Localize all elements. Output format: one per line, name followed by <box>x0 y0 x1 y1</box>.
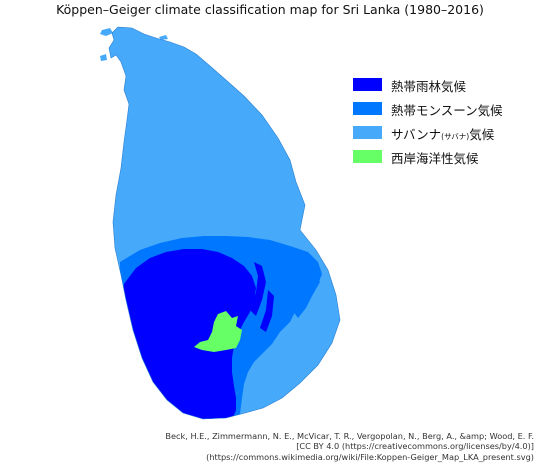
legend-label: 西岸海洋性気候 <box>391 151 479 166</box>
attribution-line: [CC BY 4.0 (https://creativecommons.org/… <box>296 441 534 452</box>
legend-swatch <box>353 78 382 91</box>
island-coastline <box>108 26 341 420</box>
tropical-monsoon-fringe <box>292 262 320 318</box>
tropical-rainforest-streak <box>250 262 266 316</box>
legend-item-savanna: サバンナ(サバナ)気候 <box>353 126 533 142</box>
legend-swatch <box>353 150 382 163</box>
northern-islet <box>100 28 113 36</box>
legend-label: 熱帯雨林気候 <box>391 79 467 94</box>
legend-label: サバンナ(サバナ)気候 <box>391 127 495 142</box>
legend-item-marine-west-coast: 西岸海洋性気候 <box>353 150 533 166</box>
marine-west-coast-region <box>194 311 242 352</box>
attribution-line: (https://commons.wikimedia.org/wiki/File… <box>206 451 534 462</box>
northern-islet <box>100 54 107 61</box>
legend-swatch <box>353 102 382 115</box>
legend-item-tropical-monsoon: 熱帯モンスーン気候 <box>353 102 533 118</box>
map-title: Köppen–Geiger climate classification map… <box>56 2 484 17</box>
attribution-text: Beck, H.E., Zimmermann, N. E., McVicar, … <box>165 431 534 462</box>
legend-item-tropical-rainforest: 熱帯雨林気候 <box>353 78 533 94</box>
northern-islet <box>159 35 168 40</box>
legend-swatch <box>353 126 382 139</box>
legend-label: 熱帯モンスーン気候 <box>391 103 503 118</box>
attribution-line: Beck, H.E., Zimmermann, N. E., McVicar, … <box>165 431 534 441</box>
tropical-rainforest-streak <box>260 290 274 332</box>
